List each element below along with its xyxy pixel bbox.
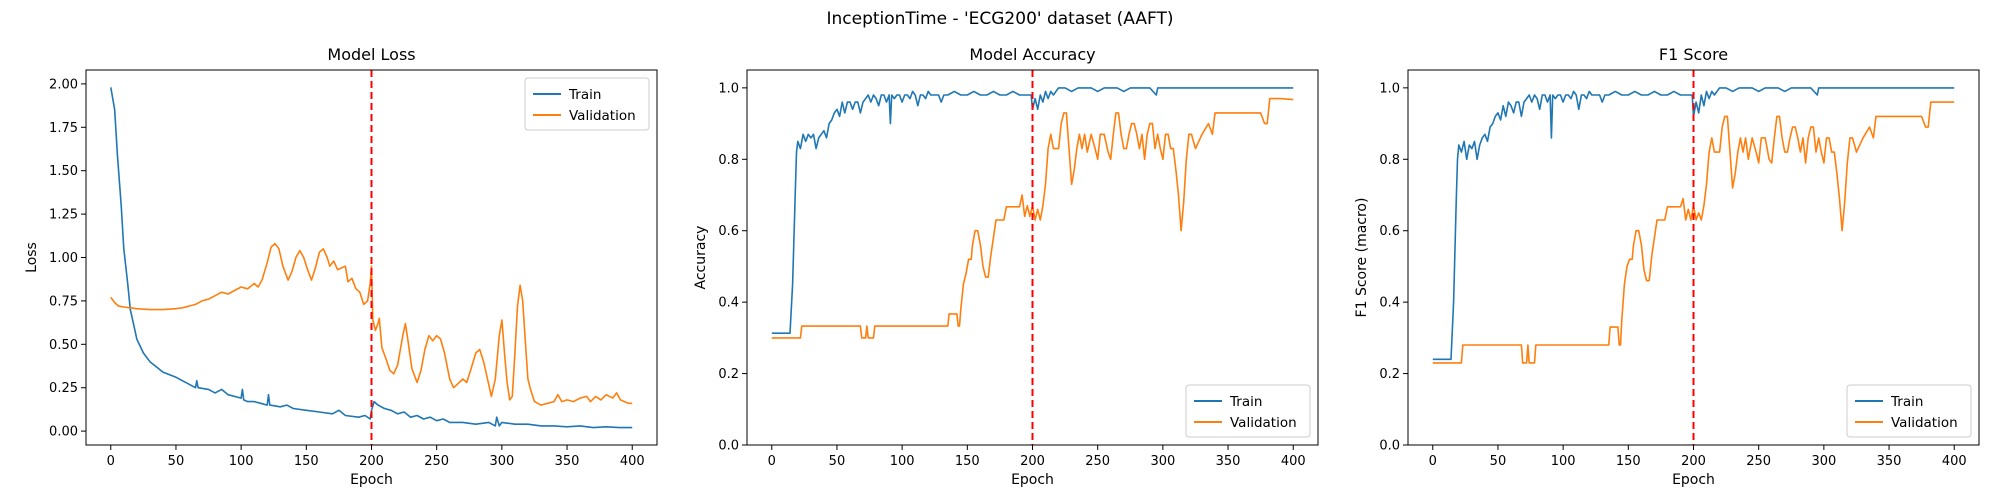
legend: Train Validation: [1185, 384, 1311, 438]
x-tick-label: 100: [229, 454, 254, 469]
chart-panel-1: Model Loss 0 50 100 150 200 250 300 350 400 0.00 0.…: [24, 45, 658, 488]
y-tick-label: 1.0: [1379, 81, 1400, 96]
x-tick-label: 0: [107, 454, 115, 469]
legend-label-train: Train: [568, 87, 601, 103]
x-axis-label: Epoch: [1011, 472, 1054, 488]
series-line-train: [110, 87, 633, 429]
x-tick-label: 150: [955, 454, 980, 469]
y-tick-label: 0.8: [718, 153, 739, 168]
series-line-validation: [1432, 101, 1955, 364]
y-axis-label: Loss: [24, 242, 40, 273]
y-tick-label: 0.0: [1379, 439, 1400, 454]
legend-label-train: Train: [1229, 394, 1262, 410]
chart-panel-2: Model Accuracy 0 50 100 150 200 250 300 350 400 0.…: [693, 45, 1319, 488]
y-tick-label: 0.0: [718, 439, 739, 454]
y-tick-label: 0.8: [1379, 153, 1400, 168]
panel-title: F1 Score: [1659, 45, 1728, 64]
series-line-validation: [771, 97, 1294, 339]
x-tick-label: 400: [1281, 454, 1306, 469]
series-line-train: [771, 87, 1294, 334]
y-tick-label: 1.50: [49, 164, 78, 179]
y-tick-label: 0.25: [49, 381, 78, 396]
legend-box: [524, 77, 650, 131]
x-tick-label: 200: [1020, 454, 1045, 469]
legend-label-validation: Validation: [1230, 415, 1297, 431]
chart-panel-3: F1 Score 0 50 100 150 200 250 300 350 400 0.0 0.2 0.…: [1354, 45, 1980, 488]
y-tick-label: 0.75: [49, 294, 78, 309]
x-tick-label: 50: [829, 454, 846, 469]
x-tick-label: 200: [359, 454, 384, 469]
y-axis-label: Accuracy: [693, 226, 709, 290]
y-tick-label: 0.50: [49, 338, 78, 353]
x-tick-label: 250: [424, 454, 449, 469]
x-tick-label: 400: [1942, 454, 1967, 469]
plot-area: [771, 87, 1294, 339]
plot-area: [110, 87, 633, 429]
y-tick-label: 0.00: [49, 425, 78, 440]
x-tick-label: 350: [1877, 454, 1902, 469]
x-tick-label: 350: [555, 454, 580, 469]
x-tick-label: 100: [1551, 454, 1576, 469]
x-tick-label: 200: [1681, 454, 1706, 469]
legend-label-train: Train: [1890, 394, 1923, 410]
figure-suptitle: InceptionTime - 'ECG200' dataset (AAFT): [826, 9, 1173, 29]
x-tick-label: 250: [1085, 454, 1110, 469]
x-tick-label: 400: [620, 454, 645, 469]
series-line-validation: [110, 242, 633, 406]
x-tick-label: 0: [1429, 454, 1437, 469]
axes-frame: [85, 69, 658, 446]
x-tick-label: 150: [1616, 454, 1641, 469]
panel-title: Model Loss: [327, 45, 415, 64]
x-tick-label: 300: [489, 454, 514, 469]
axes-frame: [746, 69, 1319, 446]
panel-title: Model Accuracy: [969, 45, 1095, 64]
plot-area: [1432, 87, 1955, 364]
x-tick-label: 300: [1811, 454, 1836, 469]
legend-label-validation: Validation: [569, 108, 636, 124]
x-tick-label: 350: [1216, 454, 1241, 469]
x-tick-label: 0: [768, 454, 776, 469]
legend: Train Validation: [1846, 384, 1972, 438]
y-tick-label: 0.6: [1379, 224, 1400, 239]
y-tick-label: 1.00: [49, 251, 78, 266]
legend: Train Validation: [524, 77, 650, 131]
y-tick-label: 0.6: [718, 224, 739, 239]
x-axis-label: Epoch: [350, 472, 393, 488]
x-tick-label: 150: [294, 454, 319, 469]
legend-label-validation: Validation: [1891, 415, 1958, 431]
y-tick-label: 1.25: [49, 208, 78, 223]
x-tick-label: 100: [890, 454, 915, 469]
x-tick-label: 300: [1150, 454, 1175, 469]
y-tick-label: 0.4: [718, 296, 739, 311]
axes-frame: [1407, 69, 1980, 446]
y-tick-label: 0.2: [718, 367, 739, 382]
x-tick-label: 50: [168, 454, 185, 469]
legend-box: [1185, 384, 1311, 438]
y-tick-label: 0.4: [1379, 296, 1400, 311]
y-tick-label: 2.00: [49, 77, 78, 92]
y-tick-label: 1.0: [718, 81, 739, 96]
y-tick-label: 1.75: [49, 121, 78, 136]
x-axis-label: Epoch: [1672, 472, 1715, 488]
x-tick-label: 250: [1746, 454, 1771, 469]
series-line-train: [1432, 87, 1955, 361]
x-tick-label: 50: [1490, 454, 1507, 469]
y-tick-label: 0.2: [1379, 367, 1400, 382]
y-axis-label: F1 Score (macro): [1354, 198, 1370, 318]
legend-box: [1846, 384, 1972, 438]
